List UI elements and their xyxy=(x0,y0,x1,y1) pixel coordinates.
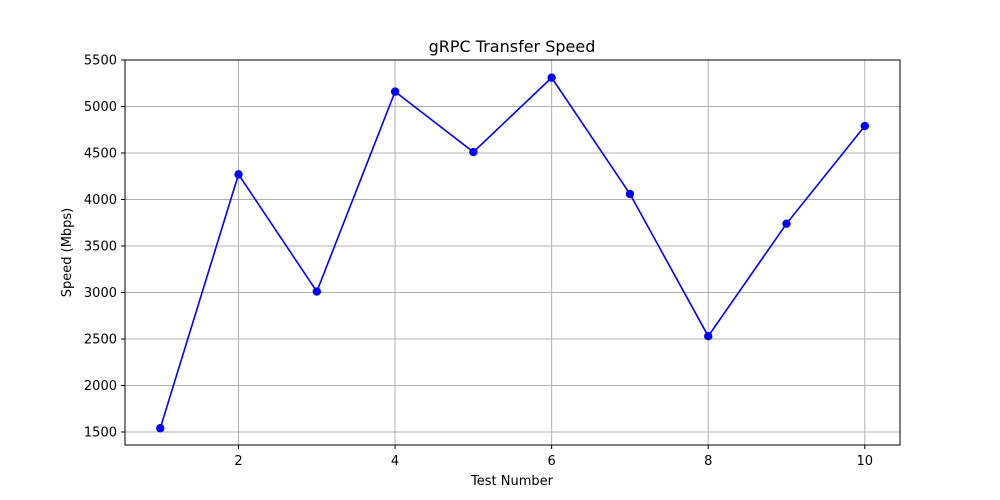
y-tick-label: 3000 xyxy=(84,286,117,301)
chart-title: gRPC Transfer Speed xyxy=(429,37,596,56)
data-point xyxy=(234,170,243,179)
y-tick-label: 2000 xyxy=(84,379,117,394)
plot-frame xyxy=(124,59,901,446)
data-point xyxy=(156,424,165,433)
x-tick-label: 2 xyxy=(234,454,242,469)
y-tick-label: 5000 xyxy=(84,100,117,115)
x-tick-label: 10 xyxy=(856,454,873,469)
y-tick-label: 3500 xyxy=(84,239,117,254)
x-tick-label: 8 xyxy=(704,454,712,469)
y-axis-label: Speed (Mbps) xyxy=(60,208,75,298)
data-point xyxy=(704,331,713,341)
data-point xyxy=(782,219,791,228)
grid xyxy=(125,59,900,445)
series-line xyxy=(159,76,866,429)
y-tick-label: 2500 xyxy=(84,332,117,347)
data-point xyxy=(860,121,869,131)
data-point xyxy=(625,189,635,199)
x-axis-label: Test Number xyxy=(470,474,554,489)
y-tick-label: 1500 xyxy=(84,425,117,440)
x-tick-label: 6 xyxy=(548,454,556,469)
data-point xyxy=(547,73,556,82)
data-point xyxy=(390,87,400,96)
data-point xyxy=(469,147,478,157)
y-tick-label: 4000 xyxy=(84,193,117,208)
x-tick-label: 4 xyxy=(391,454,399,469)
axis-ticks: 2 4 6 8 10 1500 2000 2500 3000 3500 4000 4500 5000 55… xyxy=(84,54,873,470)
y-tick-label: 4500 xyxy=(84,146,117,161)
data-point xyxy=(312,287,321,296)
series-layer xyxy=(156,73,869,433)
y-tick-label: 5500 xyxy=(84,54,117,69)
